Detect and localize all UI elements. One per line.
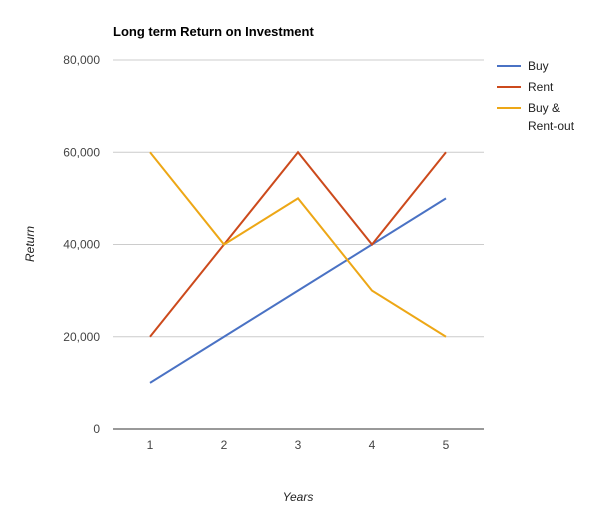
y-tick-label: 80,000 <box>63 53 100 67</box>
x-tick-label: 2 <box>221 438 228 452</box>
x-tick-label: 4 <box>369 438 376 452</box>
x-tick-label: 3 <box>295 438 302 452</box>
legend-label: Buy & Rent-out <box>528 101 575 133</box>
series-lines <box>149 150 447 384</box>
y-tick-label: 60,000 <box>63 145 100 159</box>
y-tick-label: 40,000 <box>63 238 100 252</box>
x-axis-ticks: 1 2 3 4 5 <box>147 438 450 452</box>
series-line <box>149 197 447 384</box>
x-tick-label: 5 <box>443 438 450 452</box>
series-line <box>149 151 447 338</box>
y-tick-label: 20,000 <box>63 330 100 344</box>
legend: Buy Rent Buy & Rent-out <box>497 59 575 133</box>
legend-label: Rent <box>528 80 554 94</box>
x-axis-label: Years <box>283 490 314 504</box>
y-axis-label: Return <box>23 226 37 262</box>
series-line <box>149 150 447 338</box>
y-tick-label: 0 <box>93 422 100 436</box>
x-tick-label: 1 <box>147 438 154 452</box>
chart-title: Long term Return on Investment <box>113 24 314 39</box>
y-axis-ticks: 0 20,000 40,000 60,000 80,000 <box>63 53 100 436</box>
legend-label: Buy <box>528 59 549 73</box>
